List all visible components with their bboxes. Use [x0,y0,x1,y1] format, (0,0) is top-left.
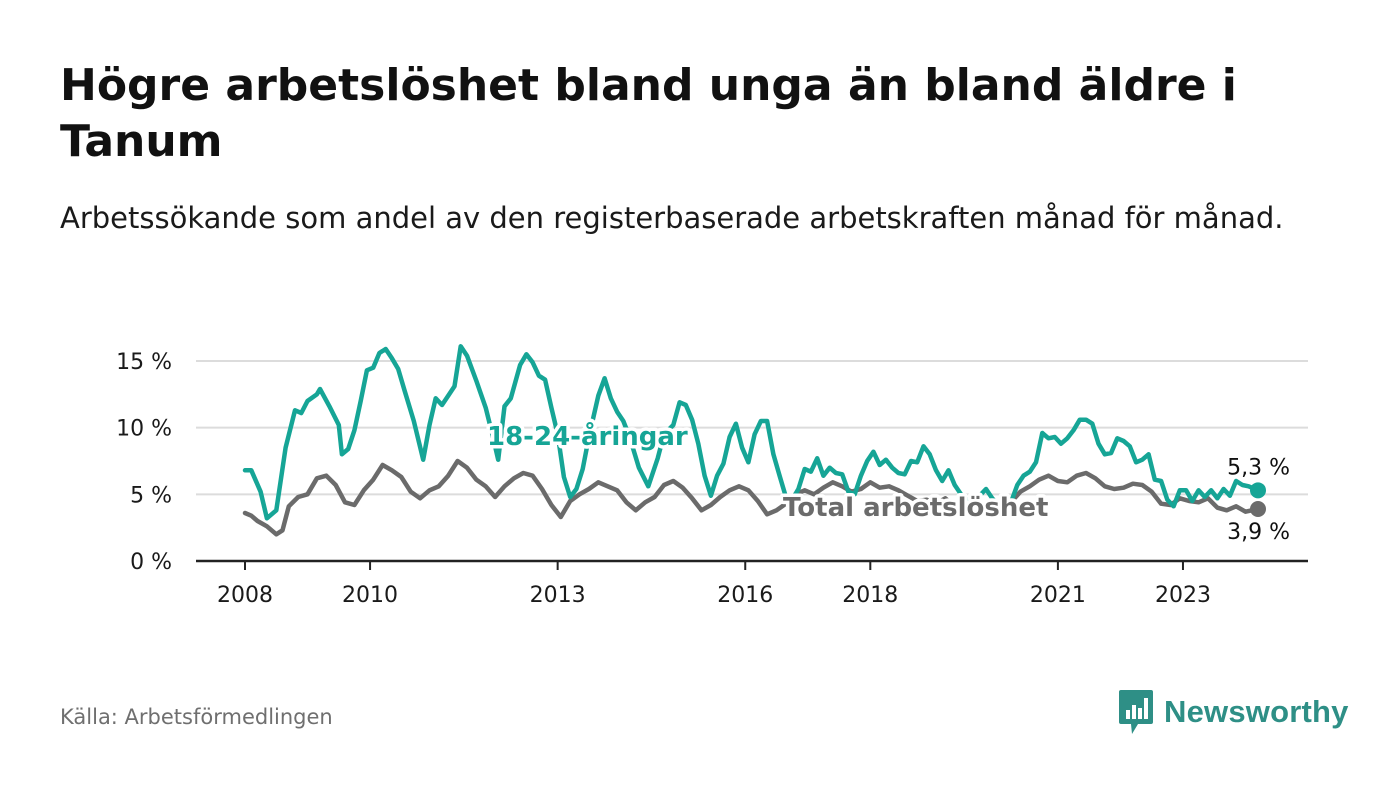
x-tick-label: 2010 [342,583,398,608]
brand-logo: Newsworthy [1118,688,1349,736]
x-tick-label: 2016 [717,583,773,608]
line-chart: 0 % 5 % 10 % 15 % 2008 2010 2013 2016 2018 2021 20… [116,344,1308,608]
chart-subtitle: Arbetssökande som andel av den registerb… [60,201,1284,235]
source-note: Källa: Arbetsförmedlingen [60,705,333,729]
series-label-youth: 18-24-åringar [487,420,688,452]
bar-chart-speech-bubble-icon [1119,690,1153,734]
end-label-youth: 5,3 % [1227,455,1290,480]
series-label-total: Total arbetslöshet [783,493,1048,523]
x-tick-label: 2008 [217,583,273,608]
y-tick-label: 10 % [116,417,172,442]
y-tick-label: 15 % [116,350,172,375]
brand-name: Newsworthy [1164,694,1349,729]
series-line-youth [242,344,1261,521]
y-tick-label: 5 % [130,483,172,508]
x-tick-label: 2018 [842,583,898,608]
y-tick-label: 0 % [130,550,172,575]
endpoint-dot-total [1250,501,1266,517]
end-label-total: 3,9 % [1227,520,1290,545]
x-tick-label: 2023 [1155,583,1211,608]
chart-title: Högre arbetslöshet bland unga än bland ä… [60,60,1237,167]
x-tick-label: 2021 [1030,583,1086,608]
endpoint-dot-youth [1250,482,1266,499]
x-tick-label: 2013 [530,583,586,608]
series-line-total [242,458,1261,537]
